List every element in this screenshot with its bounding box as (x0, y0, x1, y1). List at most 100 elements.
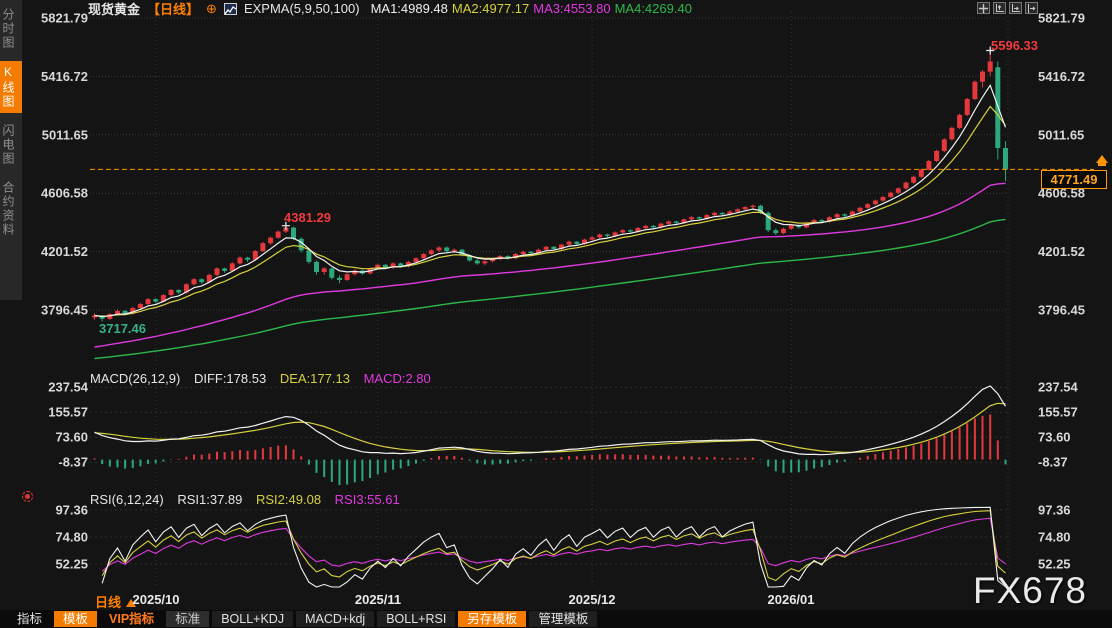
candle (344, 274, 350, 280)
candle (727, 211, 733, 215)
candle (352, 270, 358, 275)
price-alert-icon[interactable] (1094, 155, 1110, 168)
candle (428, 250, 434, 254)
time-axis: 日线 2025/10 2025/11 2025/12 2026/01 (0, 590, 1112, 610)
candle (160, 295, 166, 302)
candle (176, 290, 182, 293)
candle (482, 261, 488, 264)
candle (444, 247, 450, 252)
rsi12-line (101, 510, 1006, 582)
candle (650, 225, 656, 228)
candle (781, 228, 786, 234)
sidebar-item-闪电图[interactable]: 闪电图 (1, 124, 15, 166)
ema5-line (94, 83, 1007, 318)
toolbar-button-管理模板[interactable]: 管理模板 (529, 611, 598, 627)
sidebar-item-K线图[interactable]: K线图 (0, 61, 22, 113)
period-selector[interactable]: 日线 (95, 592, 137, 611)
candle (199, 279, 205, 283)
candle (941, 139, 947, 151)
axis-label: 73.60 (1038, 430, 1071, 445)
axis-zoom-right-icon[interactable] (1009, 2, 1022, 14)
candle (582, 239, 587, 244)
axis-label: 74.80 (55, 529, 88, 544)
high-price-annotation: 5596.33 (991, 38, 1038, 53)
axis-zoom-left-icon[interactable] (993, 2, 1006, 14)
toolbar-button-MACD+kdj[interactable]: MACD+kdj (296, 611, 375, 627)
candle (237, 257, 243, 264)
candle (337, 277, 342, 280)
rsi-title: RSI(6,12,24) (90, 492, 164, 507)
axis-label: -8.37 (58, 455, 88, 470)
candle (980, 71, 985, 82)
sidebar-item-合约资料[interactable]: 合约资料 (1, 181, 15, 237)
candle (857, 207, 863, 212)
candle (528, 251, 534, 254)
axis-label: 237.54 (48, 380, 89, 395)
candle (865, 204, 871, 208)
ma4-value: MA4:4269.40 (614, 1, 692, 16)
candle (612, 232, 618, 236)
candle (765, 212, 771, 231)
toolbar-button-模板[interactable]: 模板 (54, 611, 98, 627)
candle (191, 279, 197, 285)
toolbar-button-BOLL+KDJ[interactable]: BOLL+KDJ (212, 611, 294, 627)
crosshair-icon[interactable] (977, 2, 990, 14)
ema100-line (94, 218, 1006, 360)
candle (222, 268, 228, 271)
watermark: FX678 (973, 570, 1088, 611)
axis-label: 5821.79 (1038, 11, 1085, 26)
toolbar-button-VIP指标[interactable]: VIP指标 (109, 612, 155, 626)
candle (398, 263, 404, 267)
macd-label-row: MACD(26,12,9) DIFF:178.53 DEA:177.13 MAC… (90, 371, 441, 386)
candle (436, 247, 442, 251)
macd-dea-value: DEA:177.13 (279, 371, 350, 386)
axis-label: 5011.65 (1038, 127, 1084, 142)
axis-label: 97.36 (1038, 503, 1071, 518)
candle (122, 310, 128, 314)
toolbar-button-另存模板[interactable]: 另存模板 (458, 611, 527, 627)
chart-tool-icons (977, 2, 1038, 14)
candle (750, 205, 756, 208)
extreme-cross-marker (986, 46, 995, 55)
toolbar-button-指标[interactable]: 指标 (17, 612, 43, 626)
candle (627, 230, 633, 232)
sidebar-item-分时图[interactable]: 分时图 (1, 8, 15, 50)
candle (513, 254, 519, 259)
rsi2-value: RSI2:49.08 (256, 492, 322, 507)
macd-diff-value: DIFF:178.53 (193, 371, 267, 386)
peak-price-annotation: 4381.29 (284, 210, 331, 225)
dea-line (94, 402, 1006, 453)
candle (505, 256, 511, 259)
candle (543, 246, 549, 250)
ema50-line (94, 182, 1006, 348)
candle (681, 219, 687, 223)
candle (115, 310, 120, 315)
toolbar-button-BOLL+RSI[interactable]: BOLL+RSI (377, 611, 456, 627)
ema9-line (94, 105, 1006, 317)
axis-label: 5011.65 (42, 127, 88, 142)
axis-label: 237.54 (1038, 380, 1079, 395)
candle (719, 212, 725, 215)
candle (252, 251, 258, 260)
candle (183, 284, 189, 293)
add-indicator-icon[interactable]: ⊕ (206, 0, 217, 16)
extreme-cross-marker (281, 221, 290, 230)
candle (811, 220, 817, 223)
chart-canvas[interactable]: 5821.79 5821.79 5416.72 5416.72 5011.65 5011.… (0, 0, 1112, 590)
axis-expand-icon[interactable] (1025, 2, 1038, 14)
candle (298, 238, 304, 251)
candle (689, 217, 695, 220)
axis-label: -8.37 (1038, 455, 1068, 470)
candle (589, 237, 595, 240)
axis-label: 3796.45 (1038, 303, 1085, 318)
candle (375, 264, 381, 269)
candle (559, 244, 564, 249)
axis-label: 74.80 (1038, 529, 1071, 544)
toolbar-button-标准[interactable]: 标准 (166, 611, 210, 627)
candle (1003, 148, 1008, 170)
candle (107, 314, 113, 319)
bottom-toolbar: 指标 模板 VIP指标 标准 BOLL+KDJ MACD+kdj BOLL+RSI 另存模板管… (0, 610, 1112, 628)
chart-header: 现货黄金 【日线】 ⊕ EXPMA(5,9,50,100) MA1:4989.4… (88, 0, 692, 18)
candle (934, 150, 940, 161)
candle (972, 81, 978, 99)
